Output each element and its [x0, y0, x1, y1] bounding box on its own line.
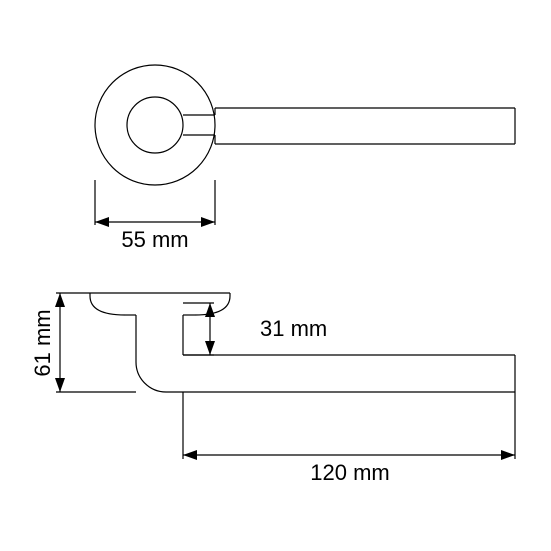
top-view: 55 mm — [95, 65, 515, 252]
dim-label-61: 61 mm — [30, 309, 55, 376]
dim-label-31: 31 mm — [260, 316, 327, 341]
dim-label-120: 120 mm — [310, 460, 389, 485]
technical-drawing: 55 mm 61 mm 31 mm 120 mm — [0, 0, 551, 551]
dim-label-55: 55 mm — [121, 227, 188, 252]
side-view: 61 mm 31 mm 120 mm — [30, 293, 515, 485]
